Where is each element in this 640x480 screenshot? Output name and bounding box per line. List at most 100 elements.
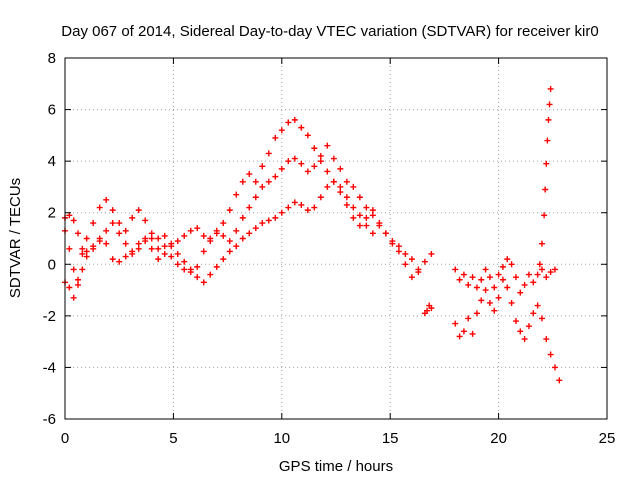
data-point-track-c: [103, 227, 110, 234]
data-point-track-b: [369, 212, 376, 219]
data-point-track-e: [517, 328, 524, 335]
data-point-track-f: [495, 271, 502, 278]
data-point-track-e: [452, 320, 459, 327]
data-point-track-b: [129, 214, 136, 221]
data-point-track-b: [233, 227, 240, 234]
data-point-track-e: [512, 318, 519, 325]
data-point-track-c: [239, 235, 246, 242]
y-tick-label: -4: [43, 359, 56, 376]
data-point-track-c: [148, 230, 155, 237]
data-point-track-f: [521, 281, 528, 288]
data-point-track-e: [465, 315, 472, 322]
data-point-track-b: [350, 183, 357, 190]
data-point-track-a: [285, 119, 292, 126]
data-point-track-c: [116, 230, 123, 237]
data-point-track-f: [504, 256, 511, 263]
data-point-track-e: [521, 336, 528, 343]
data-point-track-b: [356, 194, 363, 201]
data-point-track-c: [304, 207, 311, 214]
axis-ticks: 0 5 10 15 20 25 -6 -4 -2 0 2 4 6 8: [43, 50, 616, 447]
data-point-track-f: [547, 269, 554, 276]
data-point-track-g: [538, 240, 545, 247]
data-point-track-b: [168, 240, 175, 247]
data-point-track-a: [356, 222, 363, 229]
x-tick-label: 5: [169, 430, 177, 447]
data-point-track-c: [369, 230, 376, 237]
data-point-track-a: [350, 214, 357, 221]
data-point-track-e: [456, 333, 463, 340]
data-point-track-b: [161, 232, 168, 239]
data-point-track-b: [83, 235, 90, 242]
data-point-track-c: [155, 235, 162, 242]
data-point-track-a: [408, 274, 415, 281]
data-point-track-c: [350, 204, 357, 211]
data-point-track-b: [272, 173, 279, 180]
data-point-track-b: [122, 227, 129, 234]
data-point-track-c: [259, 220, 266, 227]
data-point-track-b: [96, 204, 103, 211]
data-point-track-b: [259, 183, 266, 190]
data-point-track-a: [252, 178, 259, 185]
data-point-track-f: [486, 274, 493, 281]
data-point-track-c: [356, 212, 363, 219]
y-tick-label: 2: [48, 205, 56, 222]
data-point-track-a: [181, 232, 188, 239]
x-tick-label: 25: [599, 430, 616, 447]
data-point-track-c: [337, 183, 344, 190]
data-point-track-g: [541, 212, 548, 219]
grid: [65, 58, 607, 419]
data-point-track-b: [415, 269, 422, 276]
data-point-track-e: [491, 307, 498, 314]
data-point-track-e: [551, 364, 558, 371]
data-point-track-c: [213, 263, 220, 270]
data-point-track-e: [478, 297, 485, 304]
data-point-track-f: [538, 266, 545, 273]
data-point-track-c: [317, 194, 324, 201]
data-point-track-c: [174, 261, 181, 268]
data-point-track-c: [194, 274, 201, 281]
data-point-track-e: [508, 299, 515, 306]
data-point-track-c: [90, 245, 97, 252]
data-point-track-b: [330, 155, 337, 162]
data-point-track-a: [161, 250, 168, 257]
data-point-track-b: [213, 227, 220, 234]
data-point-track-b: [382, 230, 389, 237]
data-point-track-a: [265, 150, 272, 157]
data-point-track-f: [551, 266, 558, 273]
data-point-track-c: [298, 201, 305, 208]
data-point-track-b: [363, 204, 370, 211]
y-tick-label: 0: [48, 256, 56, 273]
data-point-track-a: [109, 256, 116, 263]
data-point-track-b: [421, 258, 428, 265]
data-point-track-f: [517, 289, 524, 296]
data-point-track-a: [70, 217, 77, 224]
data-point-track-b: [194, 263, 201, 270]
data-point-track-a: [194, 225, 201, 232]
data-point-track-b: [79, 250, 86, 257]
data-point-track-a: [337, 189, 344, 196]
data-point-track-c: [187, 269, 194, 276]
data-point-track-a: [291, 116, 298, 123]
data-point-track-b: [116, 220, 123, 227]
data-point-track-f: [491, 284, 498, 291]
data-point-track-b: [337, 165, 344, 172]
data-point-track-b: [389, 238, 396, 245]
data-point-track-b: [142, 217, 149, 224]
data-point-track-e: [530, 310, 537, 317]
data-point-track-c: [324, 183, 331, 190]
data-point-track-g: [536, 261, 543, 268]
data-point-track-b: [246, 204, 253, 211]
data-point-track-b: [200, 248, 207, 255]
data-point-track-c: [66, 284, 73, 291]
data-point-track-b: [75, 276, 82, 283]
data-point-track-a: [220, 220, 227, 227]
data-point-track-c: [291, 199, 298, 206]
data-point-track-a: [116, 258, 123, 265]
data-point-track-f: [543, 274, 550, 281]
data-point-track-e: [538, 315, 545, 322]
data-point-track-a: [272, 134, 279, 141]
data-point-track-a: [259, 163, 266, 170]
data-point-track-f: [482, 266, 489, 273]
data-point-track-f: [478, 276, 485, 283]
